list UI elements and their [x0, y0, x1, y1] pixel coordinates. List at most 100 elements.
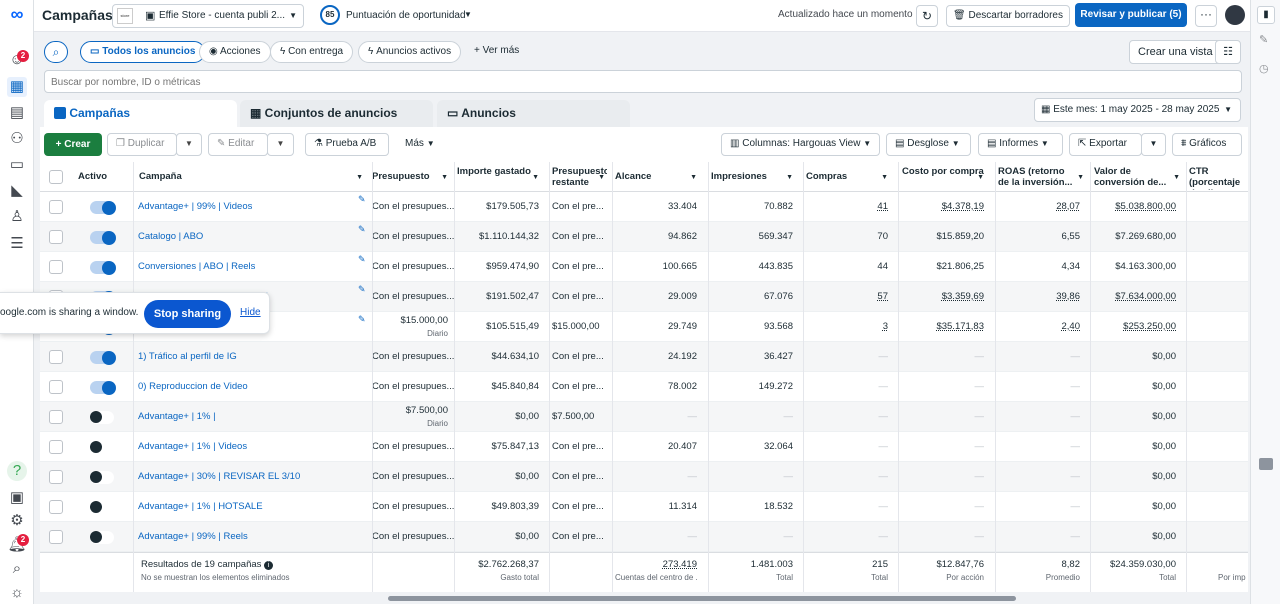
horizontal-scrollbar[interactable]	[388, 596, 1016, 601]
pages-icon[interactable]: ▤	[9, 104, 25, 121]
header-reach[interactable]: Alcance ▼	[615, 171, 697, 182]
export-button[interactable]: ⇱ Exportar	[1069, 133, 1142, 156]
filter-active-ads[interactable]: ϟ Anuncios activos	[358, 41, 462, 63]
settings-icon[interactable]: ⚙	[10, 512, 24, 529]
charts-button[interactable]: ⩩ Gráficos	[1172, 133, 1242, 156]
columns-button[interactable]: ▥ Columnas: Hargouas View ▼	[721, 133, 880, 156]
header-purchases[interactable]: Compras ▼	[806, 171, 888, 182]
bug-icon[interactable]: ☼	[10, 584, 24, 601]
header-ctr[interactable]: CTR (porcentaje de clics en el...	[1189, 166, 1241, 190]
search-toggle-icon[interactable]: ⌕	[44, 41, 68, 63]
row-checkbox[interactable]	[49, 350, 63, 364]
billing-icon[interactable]: ▭	[9, 156, 25, 173]
header-remaining[interactable]: Presupuesto restante ▼	[552, 166, 607, 188]
hide-link[interactable]: Hide	[240, 307, 261, 318]
table-row[interactable]: Advantage+ | 30% | REVISAR EL 3/10 Con el…	[40, 462, 1248, 492]
header-cost-per-purchase[interactable]: Costo por compra ▼	[902, 166, 984, 181]
see-more-filters[interactable]: + Ver más	[474, 45, 520, 56]
people-icon[interactable]: ♙	[10, 208, 24, 225]
audiences-icon[interactable]: ⚇	[10, 130, 24, 147]
search-field[interactable]	[51, 74, 651, 90]
campaign-toggle[interactable]	[90, 531, 114, 544]
table-row[interactable]: Advantage+ | 1% | HOTSALE Con el presupue…	[40, 492, 1248, 522]
pin-icon[interactable]: ✎	[358, 224, 366, 234]
campaign-name-link[interactable]: 0) Reproduccion de Video	[138, 381, 248, 392]
header-conversion-value[interactable]: Valor de conversión de... ▼	[1094, 166, 1180, 188]
campaign-toggle[interactable]	[90, 411, 114, 424]
filter-all-ads[interactable]: ▭ Todos los anuncios	[80, 41, 206, 63]
row-checkbox[interactable]	[49, 200, 63, 214]
ab-test-button[interactable]: ⚗ Prueba A/B	[305, 133, 389, 156]
campaign-toggle[interactable]	[90, 201, 116, 215]
history-icon[interactable]: ◷	[1259, 63, 1269, 75]
duplicate-button[interactable]: ❐ Duplicar	[107, 133, 177, 156]
pin-icon[interactable]: ✎	[358, 284, 366, 294]
filter-actions[interactable]: ◉ Acciones	[199, 41, 271, 63]
search-input[interactable]	[44, 70, 1242, 93]
table-row[interactable]: Advantage+ | 1% | Videos Con el presupues…	[40, 432, 1248, 462]
campaign-toggle[interactable]	[90, 441, 114, 454]
campaign-name-link[interactable]: Advantage+ | 99% | Videos	[138, 201, 253, 212]
row-checkbox[interactable]	[49, 530, 63, 544]
row-checkbox[interactable]	[49, 470, 63, 484]
row-checkbox[interactable]	[49, 500, 63, 514]
search-icon[interactable]: ⌕	[12, 560, 22, 577]
meta-logo-icon[interactable]: ∞	[10, 4, 24, 24]
create-view-button[interactable]: Crear una vista	[1129, 40, 1222, 64]
more-button[interactable]: Más ▼	[405, 138, 435, 149]
campaigns-icon[interactable]: ▦	[7, 77, 27, 97]
edit-button[interactable]: ✎ Editar	[208, 133, 268, 156]
table-row[interactable]: 0) Reproduccion de Video Con el presupues…	[40, 372, 1248, 402]
feedback-icon[interactable]	[1259, 458, 1273, 470]
megaphone-icon[interactable]: ◣	[11, 182, 23, 199]
row-checkbox[interactable]	[49, 440, 63, 454]
select-all-checkbox[interactable]	[49, 170, 63, 184]
discard-drafts-button[interactable]: 🗑︎ Descartar borradores	[946, 5, 1070, 27]
header-impressions[interactable]: Impresiones ▼	[711, 171, 793, 182]
more-options-icon[interactable]: ···	[1195, 5, 1217, 27]
chart-panel-icon[interactable]: ▮	[1257, 6, 1275, 24]
campaign-name-link[interactable]: Advantage+ | 1% | HOTSALE	[138, 501, 263, 512]
score-label[interactable]: Puntuación de oportunidad	[346, 10, 466, 21]
info-icon[interactable]: i	[264, 561, 274, 570]
row-checkbox[interactable]	[49, 260, 63, 274]
table-row[interactable]: Advantage+ | 99% | Videos ✎ Con el presupu…	[40, 192, 1248, 222]
row-checkbox[interactable]	[49, 410, 63, 424]
reports-button[interactable]: ▤ Informes ▼	[978, 133, 1063, 156]
date-range-picker[interactable]: ▦ Este mes: 1 may 2025 - 28 may 2025 ▼	[1034, 98, 1241, 122]
avatar[interactable]	[1225, 5, 1245, 25]
campaign-toggle[interactable]	[90, 351, 116, 365]
campaign-name-link[interactable]: 1) Tráfico al perfil de IG	[138, 351, 237, 362]
row-checkbox[interactable]	[49, 230, 63, 244]
table-row[interactable]: Advantage+ | 99% | Reels Con el presupues…	[40, 522, 1248, 552]
campaign-name-link[interactable]: Catalogo | ABO	[138, 231, 204, 242]
table-row[interactable]: Catalogo | ABO ✎ Con el presupues... $1.110…	[40, 222, 1248, 252]
create-button[interactable]: + Crear	[44, 133, 102, 156]
menu-icon[interactable]: ☰	[10, 235, 24, 252]
pin-icon[interactable]: ✎	[358, 194, 366, 204]
breakdown-button[interactable]: ▤ Desglose ▼	[886, 133, 971, 156]
help-icon[interactable]: ?	[7, 461, 27, 481]
header-spent[interactable]: Importe gastado ▼	[457, 166, 539, 181]
pin-icon[interactable]: ✎	[358, 314, 366, 324]
edit-panel-icon[interactable]: ✎	[1259, 34, 1269, 46]
export-dropdown-icon[interactable]: ▼	[1141, 133, 1166, 156]
campaign-toggle[interactable]	[90, 381, 116, 395]
campaign-name-link[interactable]: Conversiones | ABO | Reels	[138, 261, 256, 272]
tab-campaigns[interactable]: Campañas	[44, 100, 237, 127]
campaign-name-link[interactable]: Advantage+ | 30% | REVISAR EL 3/10	[138, 471, 301, 482]
campaign-toggle[interactable]	[90, 471, 114, 484]
filter-delivery[interactable]: ϟ Con entrega	[270, 41, 354, 63]
campaign-toggle[interactable]	[90, 231, 116, 245]
stop-sharing-button[interactable]: Stop sharing	[144, 300, 231, 328]
score-chevron-icon[interactable]: ▼	[464, 10, 472, 19]
refresh-icon[interactable]: ↻	[916, 5, 938, 27]
header-campaign[interactable]: Campaña ▼	[139, 171, 363, 182]
account-selector[interactable]: store ▣ Effie Store - cuenta publi 2... …	[112, 4, 304, 28]
pin-icon[interactable]: ✎	[358, 254, 366, 264]
tab-ads[interactable]: ▭ Anuncios	[437, 100, 630, 127]
duplicate-dropdown-icon[interactable]: ▼	[176, 133, 202, 156]
campaign-name-link[interactable]: Advantage+ | 1% |	[138, 411, 216, 422]
review-publish-button[interactable]: Revisar y publicar (5)	[1075, 3, 1187, 27]
table-row[interactable]: Conversiones | ABO | Reels ✎ Con el presup…	[40, 252, 1248, 282]
